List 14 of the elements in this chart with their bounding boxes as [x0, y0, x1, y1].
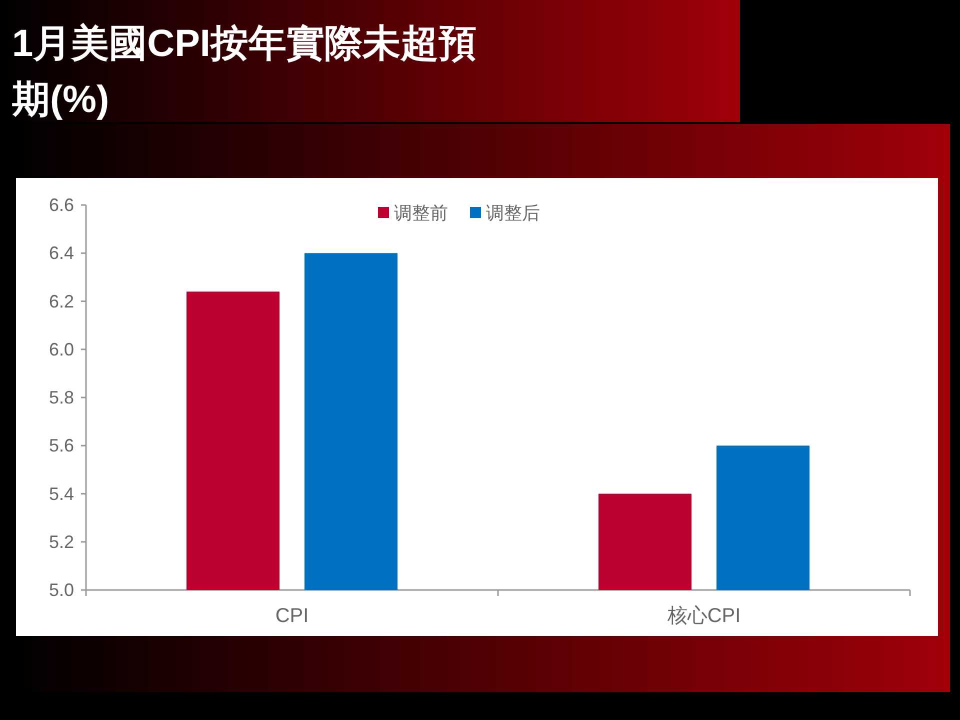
y-tick-label: 6.0 [48, 339, 74, 360]
y-tick-label: 5.2 [48, 532, 74, 552]
y-tick-label: 6.2 [48, 291, 74, 312]
legend-label: 调整前 [394, 203, 448, 223]
legend-label: 调整后 [486, 203, 540, 223]
x-tick-label: CPI [275, 605, 309, 627]
chart-title: 1月美國CPI按年實際未超預期(%) [11, 22, 476, 121]
y-tick-label: 5.0 [48, 580, 74, 600]
y-tick-label: 5.4 [48, 484, 74, 504]
x-tick-label: 核心CPI [666, 605, 741, 627]
y-tick-label: 6.6 [48, 195, 74, 215]
y-tick-label: 5.8 [48, 388, 74, 408]
y-tick-label: 6.4 [48, 243, 74, 264]
y-tick-label: 5.6 [48, 436, 74, 456]
